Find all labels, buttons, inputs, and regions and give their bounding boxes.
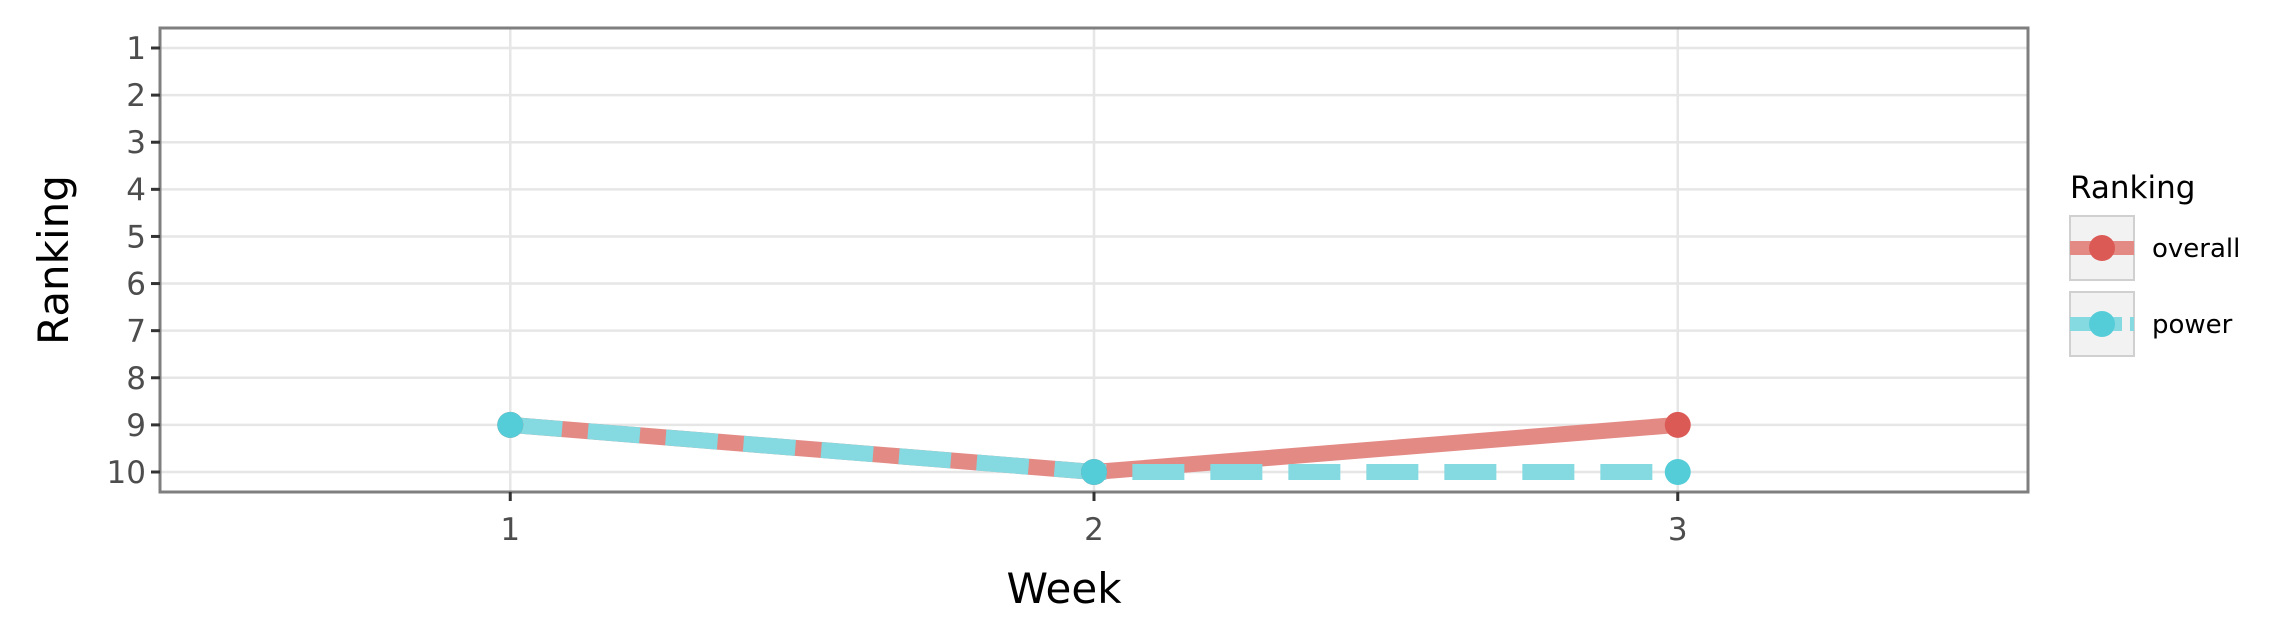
x-axis-title: Week xyxy=(1006,564,1122,613)
data-point-overall xyxy=(1664,411,1691,438)
legend-label-overall: overall xyxy=(2152,234,2240,264)
y-tick-label: 6 xyxy=(126,267,146,303)
x-tick-label: 1 xyxy=(500,512,520,548)
y-tick-label: 8 xyxy=(126,361,146,397)
legend-label-power: power xyxy=(2152,310,2233,340)
legend-marker-power xyxy=(2089,311,2115,337)
axis-ticks: 1 2 3 4 5 6 7 8 9 10 1 2 3 xyxy=(107,31,1688,548)
y-tick-label: 2 xyxy=(126,78,146,114)
y-tick-label: 7 xyxy=(126,314,146,350)
x-tick-label: 2 xyxy=(1084,512,1104,548)
y-tick-label: 10 xyxy=(107,455,146,491)
y-tick-label: 9 xyxy=(126,408,146,444)
y-tick-label: 4 xyxy=(126,172,146,208)
y-tick-label: 3 xyxy=(126,125,146,161)
data-point-power xyxy=(1664,459,1691,485)
data-point-power xyxy=(497,411,524,438)
y-tick-label: 5 xyxy=(126,219,146,255)
y-axis-title: Ranking xyxy=(29,175,78,345)
legend: Ranking overall power xyxy=(2069,170,2240,357)
x-tick-label: 3 xyxy=(1668,512,1688,548)
y-tick-label: 1 xyxy=(126,31,146,67)
data-point-power xyxy=(1081,459,1107,485)
legend-marker-overall xyxy=(2089,235,2115,261)
series-lines xyxy=(497,411,1691,485)
legend-title: Ranking xyxy=(2070,170,2195,206)
